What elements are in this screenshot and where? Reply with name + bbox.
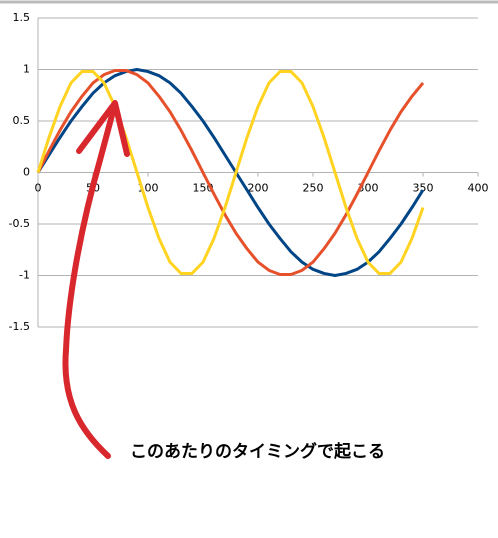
x-tick-label: 400	[468, 182, 489, 195]
series-line	[36, 70, 425, 275]
series-line	[36, 68, 425, 277]
y-tick-label: 1	[23, 63, 30, 76]
series-line	[36, 69, 425, 276]
plot-area: 1.510.50-0.5-1-1.50 50 100 150 200 250 300 350 4…	[9, 11, 489, 333]
x-tick-label: 350	[413, 182, 434, 195]
arrow-head	[76, 100, 130, 157]
y-tick-label: 1.5	[13, 11, 31, 24]
y-tick-label: -1.5	[9, 320, 30, 333]
annotation-arrow	[62, 100, 130, 459]
y-tick-label: -0.5	[9, 217, 30, 230]
x-tick-label: 200	[248, 182, 269, 195]
x-tick-label: 250	[303, 182, 324, 195]
y-tick-label: -1	[19, 269, 30, 282]
arrow-shaft	[62, 101, 118, 459]
annotation: このあたりのタイミングで起こる	[130, 441, 385, 462]
y-tick-label: 0.5	[13, 114, 31, 127]
y-tick-label: 0	[23, 166, 30, 179]
x-tick-label: 0	[35, 182, 42, 195]
